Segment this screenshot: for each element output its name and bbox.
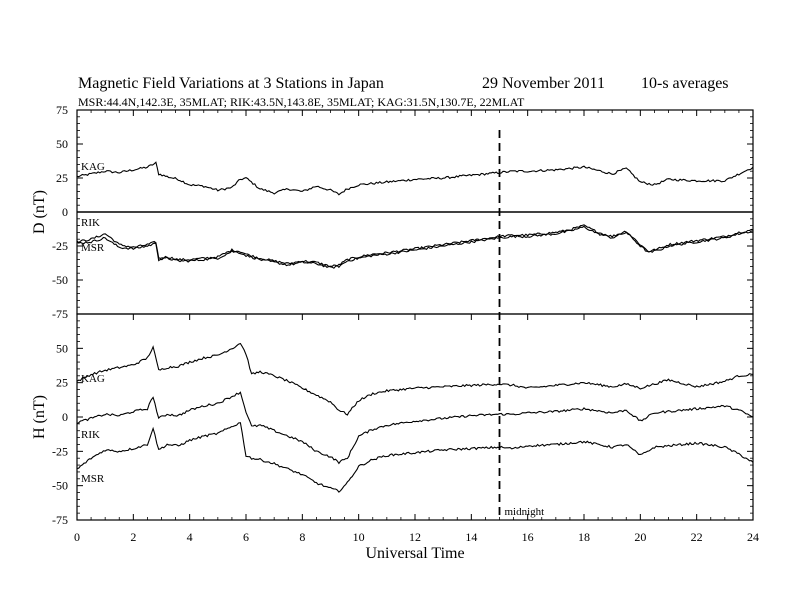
x-axis-title: Universal Time (365, 545, 464, 562)
h-ytick-label: 0 (62, 410, 68, 424)
xtick-label: 2 (130, 530, 136, 544)
top-y-axis-title: D (nT) (31, 190, 48, 234)
h-ytick-label: 25 (56, 376, 68, 390)
d-series-label-kag: KAG (81, 161, 105, 173)
d-series-msr (76, 225, 754, 269)
d-ytick-label: -50 (52, 273, 68, 287)
xtick-label: 6 (243, 530, 249, 544)
xtick-label: 22 (691, 530, 703, 544)
d-series-kag (76, 161, 754, 196)
h-panel-series: KAG RIK MSR (76, 342, 754, 493)
bottom-panel-frame (76, 313, 754, 521)
d-series-label-rik: RIK (81, 217, 100, 229)
h-series-label-kag: KAG (81, 373, 105, 385)
chart-title: Magnetic Field Variations at 3 Stations … (78, 75, 384, 92)
chart-averaging: 10-s averages (641, 75, 729, 92)
xtick-label: 20 (634, 530, 646, 544)
bottom-panel-y-axis: 50 25 0 -25 -50 -75 (52, 313, 753, 527)
midnight-label: midnight (505, 506, 545, 518)
h-ytick-label: -25 (52, 444, 68, 458)
h-ytick-label: 50 (56, 341, 68, 355)
d-panel-series: KAG RIK MSR (76, 161, 754, 269)
xtick-label: 16 (522, 530, 534, 544)
d-ytick-label: 0 (62, 205, 68, 219)
h-series-rik (76, 391, 754, 465)
d-ytick-label: -25 (52, 239, 68, 253)
d-series-rik (76, 224, 754, 268)
h-ytick-label: -50 (52, 479, 68, 493)
d-ytick-label: 50 (56, 137, 68, 151)
xtick-label: 10 (353, 530, 365, 544)
xtick-label: 4 (187, 530, 193, 544)
d-series-label-msr: MSR (81, 242, 105, 254)
xtick-label: 12 (409, 530, 421, 544)
h-ytick-label: -75 (52, 513, 68, 527)
x-axis: 0 2 4 6 8 10 12 14 16 18 20 22 24 (74, 110, 759, 544)
h-series-label-rik: RIK (81, 429, 100, 441)
xtick-label: 24 (747, 530, 759, 544)
d-ytick-label: -75 (52, 307, 68, 321)
h-series-kag (76, 342, 754, 416)
d-ytick-label: 25 (56, 171, 68, 185)
h-series-msr (76, 422, 754, 493)
d-ytick-label: 75 (56, 103, 68, 117)
xtick-label: 8 (299, 530, 305, 544)
xtick-label: 18 (578, 530, 590, 544)
xtick-label: 0 (74, 530, 80, 544)
xtick-label: 14 (465, 530, 477, 544)
stations-line: MSR:44.4N,142.3E, 35MLAT; RIK:43.5N,143.… (78, 95, 525, 109)
h-series-label-msr: MSR (81, 473, 105, 485)
bottom-y-axis-title: H (nT) (31, 395, 48, 439)
chart-date: 29 November 2011 (482, 75, 605, 92)
